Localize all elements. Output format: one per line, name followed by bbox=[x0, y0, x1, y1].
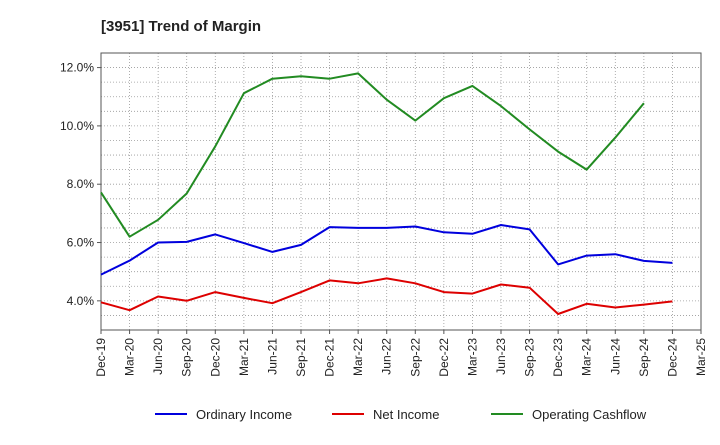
x-tick-label: Dec-23 bbox=[551, 338, 565, 377]
y-axis-ticks: 4.0% 6.0% 8.0% 10.0% 12.0% bbox=[60, 61, 101, 308]
x-axis-ticks: Dec-19 Mar-20 Jun-20 Sep-20 Dec-20 Mar-21 Jun-… bbox=[94, 330, 708, 377]
legend: Ordinary Income Net Income Operating Cashf… bbox=[155, 407, 647, 422]
x-tick-label: Mar-24 bbox=[580, 338, 594, 376]
x-tick-label: Dec-20 bbox=[208, 338, 222, 377]
x-tick-label: Sep-24 bbox=[637, 338, 651, 377]
x-tick-label: Mar-25 bbox=[694, 338, 708, 376]
x-tick-label: Sep-21 bbox=[294, 338, 308, 377]
x-tick-label: Mar-21 bbox=[237, 338, 251, 376]
x-tick-label: Jun-24 bbox=[608, 338, 622, 375]
y-tick-label: 4.0% bbox=[67, 294, 95, 308]
x-tick-label: Dec-22 bbox=[437, 338, 451, 377]
legend-label-ordinary-income: Ordinary Income bbox=[196, 407, 292, 422]
x-tick-label: Sep-20 bbox=[180, 338, 194, 377]
y-tick-label: 12.0% bbox=[60, 61, 94, 75]
series-line-operating-cashflow bbox=[100, 72, 645, 238]
series-line-ordinary-income bbox=[100, 224, 673, 276]
x-tick-label: Mar-23 bbox=[465, 338, 479, 376]
plot-frame bbox=[100, 52, 702, 331]
x-tick-label: Dec-21 bbox=[323, 338, 337, 377]
series-lines bbox=[100, 72, 673, 315]
y-tick-label: 8.0% bbox=[67, 177, 95, 191]
x-tick-label: Mar-22 bbox=[351, 338, 365, 376]
x-tick-label: Sep-22 bbox=[408, 338, 422, 377]
x-tick-label: Dec-24 bbox=[665, 338, 679, 377]
x-tick-label: Jun-22 bbox=[380, 338, 394, 375]
y-tick-label: 10.0% bbox=[60, 119, 94, 133]
x-tick-label: Jun-21 bbox=[265, 338, 279, 375]
x-tick-label: Jun-23 bbox=[494, 338, 508, 375]
chart-title: [3951] Trend of Margin bbox=[101, 18, 261, 35]
grid-lines bbox=[101, 53, 701, 330]
x-tick-label: Mar-20 bbox=[123, 338, 137, 376]
x-tick-label: Sep-23 bbox=[523, 338, 537, 377]
x-tick-label: Jun-20 bbox=[151, 338, 165, 375]
y-tick-label: 6.0% bbox=[67, 236, 95, 250]
x-tick-label: Dec-19 bbox=[94, 338, 108, 377]
legend-label-operating-cashflow: Operating Cashflow bbox=[532, 407, 647, 422]
series-line-net-income bbox=[100, 277, 673, 315]
legend-label-net-income: Net Income bbox=[373, 407, 439, 422]
